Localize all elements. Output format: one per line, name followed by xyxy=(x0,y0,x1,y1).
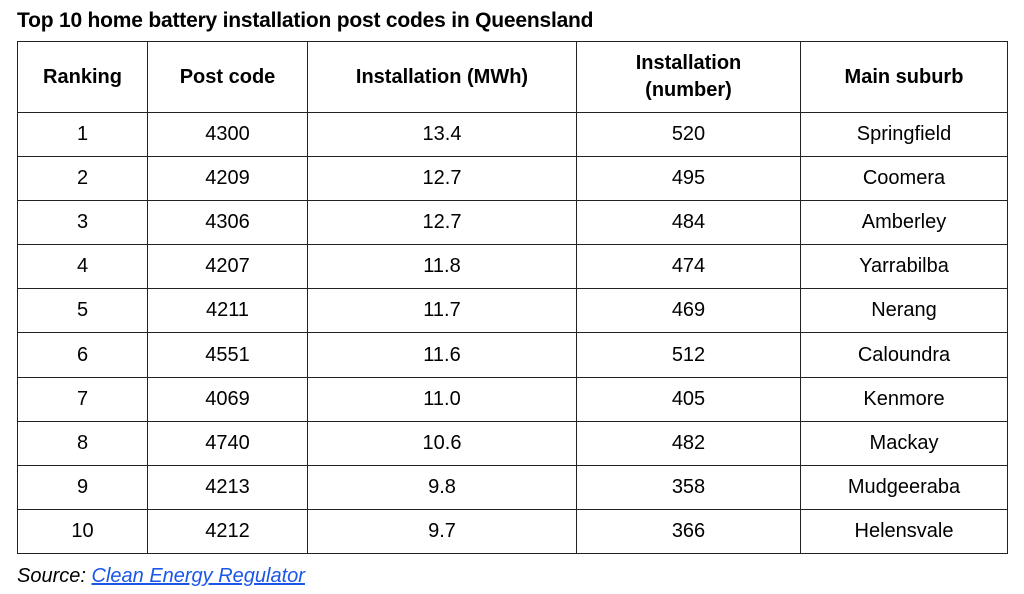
cell-installation-number: 520 xyxy=(576,111,801,158)
header-installation-number-text: Installation (number) xyxy=(635,52,742,101)
cell-installation-mwh: 9.7 xyxy=(307,508,577,554)
header-installation-number: Installation (number) xyxy=(576,41,801,113)
cell-ranking: 9 xyxy=(17,464,148,510)
table-row: 2 4209 12.7 495 Coomera xyxy=(17,156,1008,202)
table-row: 6 4551 11.6 512 Caloundra xyxy=(17,332,1008,378)
cell-installation-mwh: 13.4 xyxy=(307,111,577,158)
cell-ranking: 4 xyxy=(17,244,148,290)
cell-post-code: 4211 xyxy=(147,288,308,334)
cell-post-code: 4212 xyxy=(147,508,308,554)
table-row: 3 4306 12.7 484 Amberley xyxy=(17,200,1008,246)
installations-table: Ranking Post code Installation (MWh) Ins… xyxy=(17,41,1008,554)
cell-installation-mwh: 10.6 xyxy=(307,420,577,466)
cell-post-code: 4069 xyxy=(147,376,308,422)
cell-installation-mwh: 11.7 xyxy=(307,288,577,334)
cell-post-code: 4209 xyxy=(147,156,308,202)
cell-post-code: 4551 xyxy=(147,332,308,378)
cell-ranking: 6 xyxy=(17,332,148,378)
cell-installation-number: 484 xyxy=(576,200,801,246)
cell-main-suburb: Mackay xyxy=(800,420,1008,466)
cell-installation-mwh: 9.8 xyxy=(307,464,577,510)
cell-main-suburb: Kenmore xyxy=(800,376,1008,422)
cell-main-suburb: Mudgeeraba xyxy=(800,464,1008,510)
cell-installation-mwh: 11.6 xyxy=(307,332,577,378)
cell-installation-mwh: 12.7 xyxy=(307,200,577,246)
cell-post-code: 4740 xyxy=(147,420,308,466)
cell-installation-number: 366 xyxy=(576,508,801,554)
cell-installation-number: 482 xyxy=(576,420,801,466)
cell-installation-number: 358 xyxy=(576,464,801,510)
cell-main-suburb: Coomera xyxy=(800,156,1008,202)
cell-post-code: 4213 xyxy=(147,464,308,510)
cell-main-suburb: Amberley xyxy=(800,200,1008,246)
cell-main-suburb: Yarrabilba xyxy=(800,244,1008,290)
cell-installation-number: 474 xyxy=(576,244,801,290)
cell-ranking: 3 xyxy=(17,200,148,246)
cell-main-suburb: Nerang xyxy=(800,288,1008,334)
table-row: 9 4213 9.8 358 Mudgeeraba xyxy=(17,464,1008,510)
cell-ranking: 2 xyxy=(17,156,148,202)
cell-installation-mwh: 11.8 xyxy=(307,244,577,290)
cell-ranking: 1 xyxy=(17,111,148,158)
header-ranking: Ranking xyxy=(17,41,148,113)
table-row: 1 4300 13.4 520 Springfield xyxy=(17,111,1008,158)
cell-ranking: 10 xyxy=(17,508,148,554)
cell-main-suburb: Caloundra xyxy=(800,332,1008,378)
source-label: Source: xyxy=(17,565,86,587)
table-row: 4 4207 11.8 474 Yarrabilba xyxy=(17,244,1008,290)
source-note: Source: Clean Energy Regulator xyxy=(17,565,305,588)
table-row: 5 4211 11.7 469 Nerang xyxy=(17,288,1008,334)
cell-ranking: 7 xyxy=(17,376,148,422)
cell-post-code: 4300 xyxy=(147,111,308,158)
table-row: 10 4212 9.7 366 Helensvale xyxy=(17,508,1008,554)
header-row: Ranking Post code Installation (MWh) Ins… xyxy=(17,41,1008,113)
cell-installation-number: 512 xyxy=(576,332,801,378)
header-installation-mwh: Installation (MWh) xyxy=(307,41,577,113)
cell-main-suburb: Helensvale xyxy=(800,508,1008,554)
header-main-suburb: Main suburb xyxy=(800,41,1008,113)
header-post-code: Post code xyxy=(147,41,308,113)
cell-ranking: 5 xyxy=(17,288,148,334)
table-row: 8 4740 10.6 482 Mackay xyxy=(17,420,1008,466)
cell-main-suburb: Springfield xyxy=(800,111,1008,158)
cell-post-code: 4207 xyxy=(147,244,308,290)
cell-post-code: 4306 xyxy=(147,200,308,246)
table-row: 7 4069 11.0 405 Kenmore xyxy=(17,376,1008,422)
cell-installation-mwh: 11.0 xyxy=(307,376,577,422)
table-title: Top 10 home battery installation post co… xyxy=(17,9,594,32)
cell-installation-mwh: 12.7 xyxy=(307,156,577,202)
cell-installation-number: 469 xyxy=(576,288,801,334)
source-link[interactable]: Clean Energy Regulator xyxy=(91,565,305,587)
cell-installation-number: 495 xyxy=(576,156,801,202)
cell-ranking: 8 xyxy=(17,420,148,466)
cell-installation-number: 405 xyxy=(576,376,801,422)
